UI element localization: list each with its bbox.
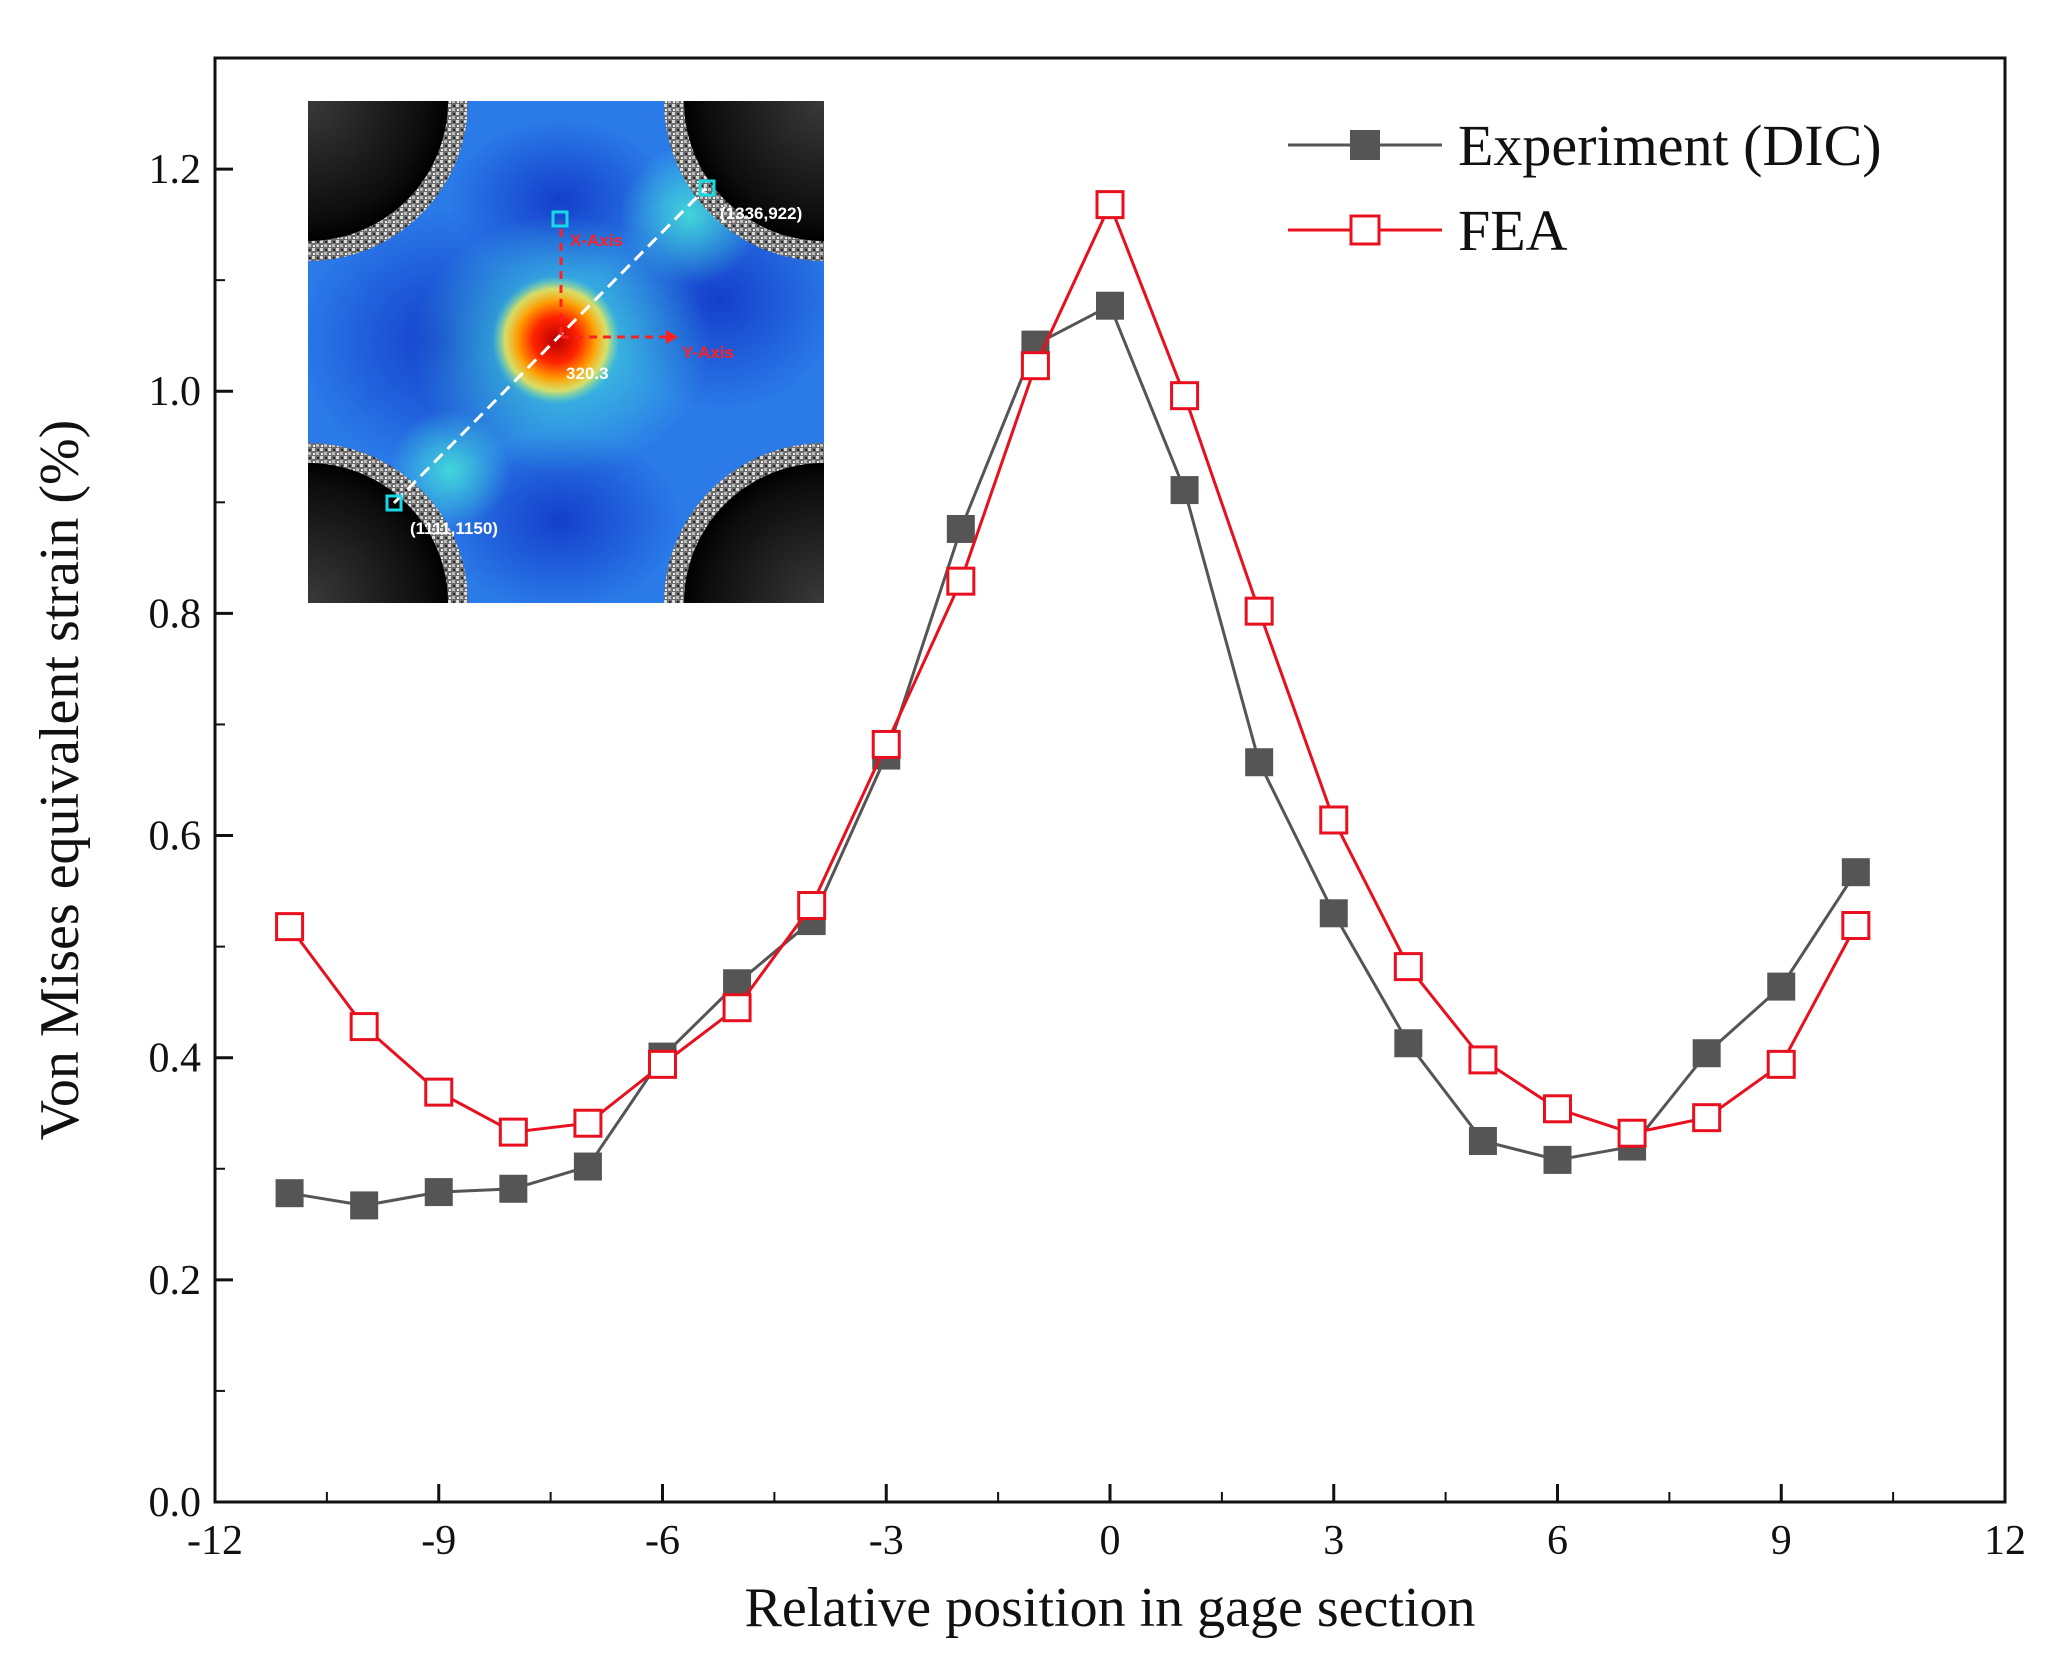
axis-ticks: -12 -9 -6 -3 0 3 6 9 12 0.0 0.2 0.4 0.6 0.8 1.0 1.2 (149, 147, 2027, 1564)
y-axis-title: Von Mises equivalent strain (%) (29, 420, 91, 1141)
y-tick-label: 0.6 (149, 814, 202, 860)
x-tick-label: -9 (421, 1518, 456, 1564)
series-layer (275, 190, 1871, 1220)
data-point-fea (275, 912, 305, 942)
y-tick-label: 0.2 (149, 1258, 202, 1304)
data-point-experiment (723, 969, 752, 998)
data-point-experiment (1841, 858, 1870, 887)
data-point-fea (797, 891, 827, 921)
data-point-fea (1244, 596, 1274, 626)
y-tick-label: 0.0 (149, 1480, 202, 1526)
data-point-fea (871, 729, 901, 759)
data-point-experiment (1468, 1127, 1497, 1155)
x-tick-label: 9 (1771, 1518, 1792, 1564)
x-tick-label: 3 (1323, 1518, 1344, 1564)
data-point-experiment (1543, 1145, 1572, 1174)
data-point-experiment (499, 1174, 528, 1203)
data-point-fea (1841, 911, 1871, 941)
y-tick-label: 0.8 (149, 591, 202, 637)
data-point-fea (1468, 1045, 1498, 1075)
inset-y-arrowhead (666, 330, 678, 344)
data-point-fea (498, 1117, 528, 1147)
data-point-experiment (1245, 748, 1274, 777)
inset-diagonal-line (392, 186, 708, 505)
legend-marker-fea (1349, 214, 1381, 246)
data-point-experiment (424, 1178, 453, 1207)
data-point-fea (1170, 381, 1200, 411)
data-point-fea (1020, 351, 1050, 381)
data-point-fea (573, 1108, 603, 1138)
data-point-experiment (275, 1179, 304, 1208)
x-tick-label: 0 (1100, 1518, 1121, 1564)
data-point-experiment (350, 1191, 379, 1220)
x-tick-label: 6 (1547, 1518, 1568, 1564)
x-tick-label: -3 (869, 1518, 904, 1564)
data-point-fea (1095, 190, 1125, 220)
data-point-fea (1617, 1118, 1647, 1148)
data-point-fea (722, 993, 752, 1023)
inset-y-axis-label: Y-Axis (682, 343, 734, 362)
data-point-experiment (573, 1152, 602, 1181)
data-point-experiment (1096, 291, 1124, 320)
y-tick-label: 0.4 (149, 1036, 202, 1082)
legend: Experiment (DIC) FEA (1288, 113, 1882, 263)
inset-marker-lower-left (385, 494, 403, 512)
data-point-fea (1766, 1049, 1796, 1079)
data-point-experiment (1170, 476, 1199, 505)
data-point-fea (349, 1012, 379, 1042)
x-axis-title: Relative position in gage section (745, 1577, 1476, 1639)
data-point-experiment (1319, 899, 1348, 928)
inset-marker-top (551, 210, 569, 228)
legend-label-experiment: Experiment (DIC) (1458, 113, 1882, 178)
data-point-fea (1692, 1103, 1722, 1133)
legend-label-fea: FEA (1458, 198, 1568, 263)
y-tick-label: 1.0 (149, 369, 202, 415)
data-point-fea (1319, 805, 1349, 835)
data-point-experiment (1767, 972, 1796, 1001)
data-point-fea (1393, 952, 1423, 982)
x-tick-label: -6 (645, 1518, 680, 1564)
x-tick-label: -12 (187, 1518, 243, 1564)
x-tick-label: 12 (1984, 1518, 2026, 1564)
data-point-fea (946, 566, 976, 596)
series-line-fea (288, 200, 1858, 1135)
data-point-fea (424, 1077, 454, 1107)
inset-peak-label: 320.3 (566, 364, 609, 383)
inset-dic-image: X-Axis Y-Axis 320.3 (1336,922) (1111,115… (308, 101, 824, 603)
y-tick-label: 1.2 (149, 147, 202, 193)
data-point-experiment (946, 514, 975, 543)
data-point-experiment (1692, 1039, 1721, 1068)
legend-marker-experiment (1350, 130, 1380, 160)
inset-point-a-label: (1336,922) (720, 204, 802, 223)
series-line-experiment (289, 303, 1858, 1207)
inset-marker-upper-right (698, 179, 716, 197)
data-point-fea (1543, 1094, 1572, 1124)
data-point-experiment (1394, 1029, 1423, 1058)
inset-x-axis-label: X-Axis (570, 231, 623, 250)
inset-point-b-label: (1111,1150) (410, 519, 498, 538)
data-point-fea (648, 1049, 677, 1079)
